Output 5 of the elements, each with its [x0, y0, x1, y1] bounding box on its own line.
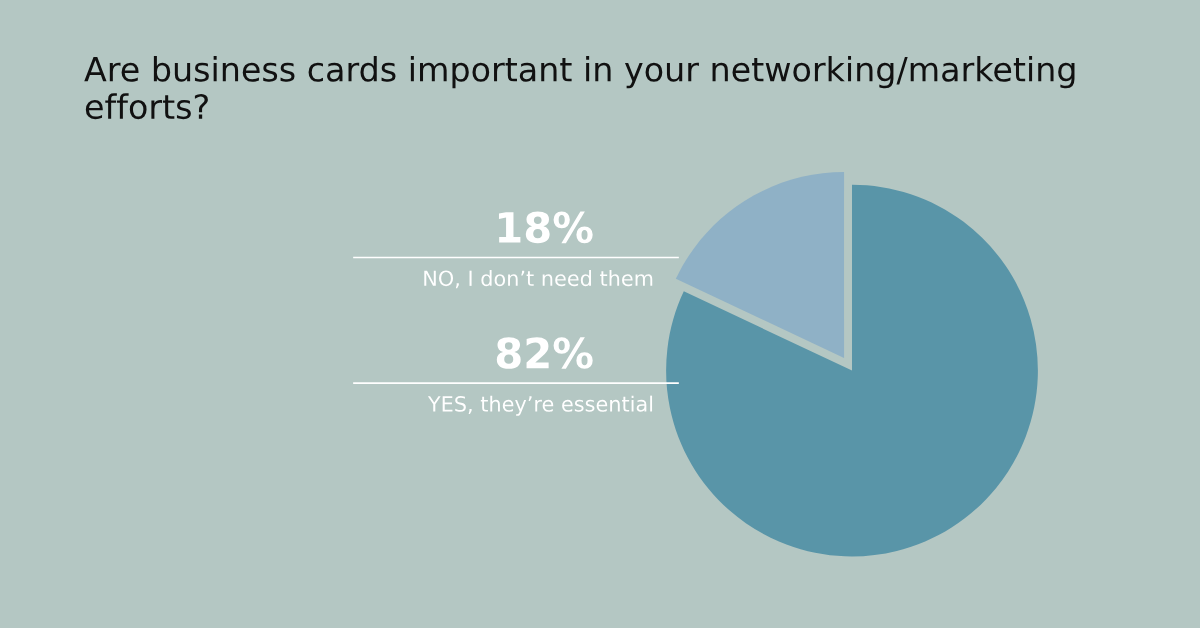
slice-label: YES, they’re essential: [427, 395, 653, 416]
data-label: 82%: [496, 337, 593, 369]
chart-title: Are business cards important in your networking/marketing efforts?: [84, 56, 1075, 120]
slice-label: NO, I don’t need them: [424, 270, 653, 289]
data-label: 18%: [498, 211, 593, 244]
